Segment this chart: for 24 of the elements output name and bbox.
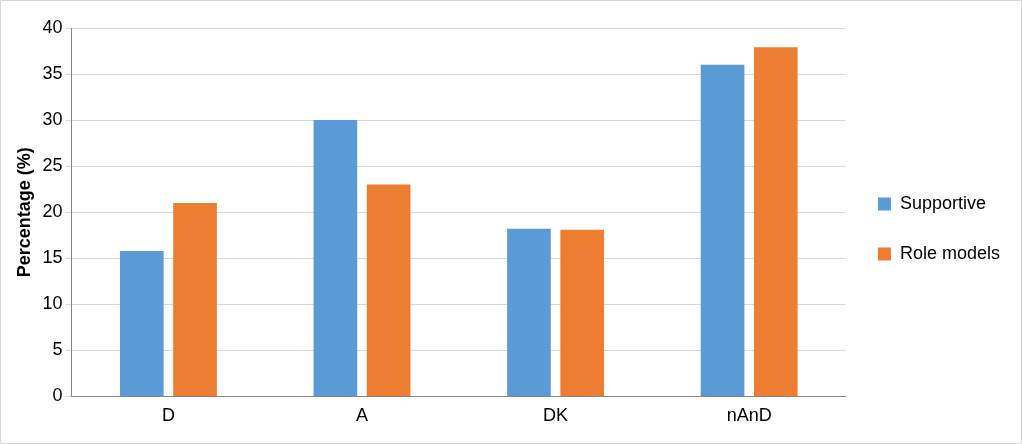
x-tick-label: A bbox=[355, 405, 368, 426]
y-axis-title: Percentage (%) bbox=[13, 147, 34, 278]
y-tick-label: 30 bbox=[42, 109, 63, 130]
y-tick-label: 35 bbox=[42, 63, 63, 84]
y-tick-label: 10 bbox=[42, 293, 63, 314]
bar bbox=[313, 120, 358, 396]
bar bbox=[119, 250, 164, 396]
x-tick-label: DK bbox=[543, 405, 569, 426]
bar bbox=[700, 64, 745, 396]
bar bbox=[366, 184, 411, 396]
y-tick-label: 40 bbox=[42, 16, 63, 37]
legend-label: Supportive bbox=[899, 192, 987, 213]
bar bbox=[507, 228, 551, 396]
y-tick-label: 20 bbox=[42, 201, 63, 222]
x-tick-label: nAnD bbox=[726, 405, 772, 426]
bar bbox=[753, 47, 798, 396]
y-tick-label: 5 bbox=[52, 339, 63, 360]
y-tick-label: 25 bbox=[42, 155, 63, 176]
bar bbox=[560, 229, 605, 396]
y-tick-label: 0 bbox=[52, 385, 63, 406]
bar bbox=[173, 202, 217, 396]
y-tick-label: 15 bbox=[42, 247, 63, 268]
x-tick-label: D bbox=[161, 405, 175, 426]
legend-label: Role models bbox=[899, 242, 1000, 263]
